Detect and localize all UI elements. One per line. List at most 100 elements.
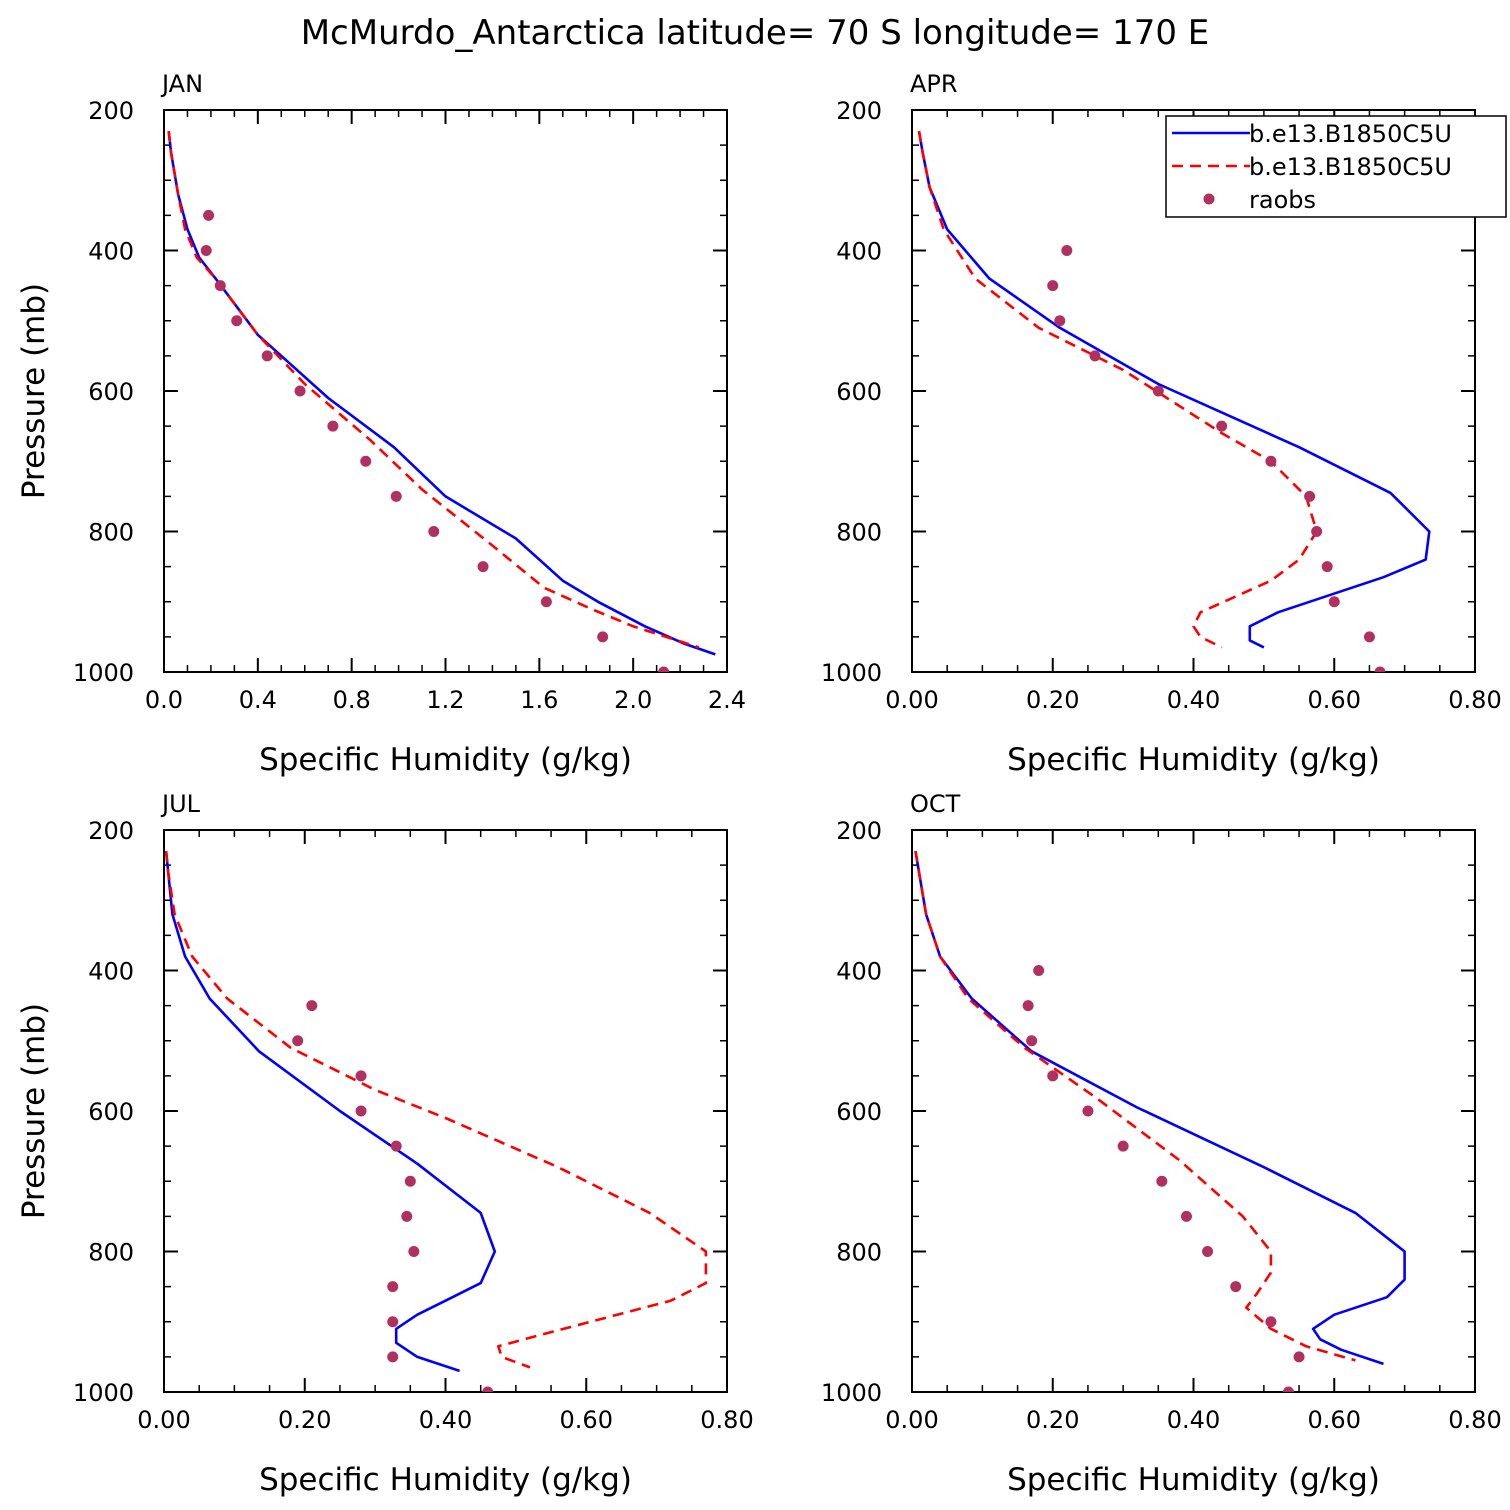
plot-frame — [163, 829, 728, 1393]
raobs-point — [1304, 490, 1316, 502]
x-axis-label: Specific Humidity (g/kg) — [1007, 1462, 1380, 1498]
y-tick-label: 400 — [88, 238, 134, 266]
raobs-point — [1230, 1281, 1242, 1293]
x-tick-label: 0.20 — [1026, 1406, 1079, 1434]
raobs-point — [355, 1070, 367, 1082]
raobs-point — [261, 350, 273, 362]
y-tick-label: 400 — [88, 958, 134, 986]
series-line-solid — [914, 850, 1406, 1366]
x-tick-label: 0.00 — [137, 1406, 190, 1434]
raobs-point — [327, 420, 339, 432]
x-tick-label: 0.20 — [278, 1406, 331, 1434]
y-tick-label: 1000 — [821, 659, 882, 687]
series-line-dashed — [164, 850, 708, 1369]
raobs-point — [658, 666, 670, 672]
series-line-dashed — [914, 850, 1356, 1362]
raobs-point — [1047, 1070, 1059, 1082]
x-axis-label: Specific Humidity (g/kg) — [1007, 742, 1380, 778]
raobs-point — [428, 526, 440, 537]
raobs-point — [477, 561, 489, 573]
legend-label: b.e13.B1850C5U — [1249, 120, 1452, 148]
x-tick-label: 2.4 — [708, 686, 746, 714]
x-tick-label: 0.80 — [1448, 1406, 1501, 1434]
series-line-dashed — [167, 130, 700, 649]
raobs-point — [1152, 385, 1164, 397]
raobs-point — [214, 280, 226, 292]
x-tick-label: 0.40 — [1167, 686, 1220, 714]
y-tick-label: 200 — [836, 817, 882, 845]
raobs-point — [1117, 1140, 1129, 1152]
raobs-point — [1054, 315, 1066, 327]
raobs-point — [1061, 245, 1073, 256]
x-axis-label: Specific Humidity (g/kg) — [259, 1462, 632, 1498]
raobs-point — [355, 1105, 367, 1117]
y-tick-label: 200 — [88, 97, 134, 125]
raobs-point — [203, 209, 215, 221]
y-tick-label: 200 — [836, 97, 882, 125]
plot-frame — [911, 829, 1476, 1393]
raobs-point — [294, 385, 306, 397]
y-tick-label: 1000 — [821, 1379, 882, 1407]
plot-frame — [163, 109, 728, 673]
x-tick-label: 0.4 — [239, 686, 277, 714]
raobs-point — [387, 1351, 399, 1363]
raobs-point — [387, 1316, 399, 1328]
x-tick-label: 0.40 — [419, 1406, 472, 1434]
y-axis-label: Pressure (mb) — [16, 1003, 52, 1219]
panel-label: JAN — [160, 70, 203, 98]
series-line-solid — [917, 130, 1431, 649]
y-tick-label: 1000 — [73, 1379, 134, 1407]
raobs-point — [1363, 631, 1375, 643]
panel-oct: OCT 0.00 0.20 0.40 0.60 0.80 200 400 600 800 1000 S… — [821, 790, 1502, 1498]
raobs-point — [1082, 1105, 1094, 1117]
x-tick-label: 0.0 — [145, 686, 183, 714]
x-tick-label: 1.6 — [520, 686, 558, 714]
raobs-point — [292, 1035, 304, 1047]
x-tick-label: 0.40 — [1167, 1406, 1220, 1434]
raobs-point — [1026, 1035, 1038, 1047]
x-tick-label: 0.8 — [333, 686, 371, 714]
legend: b.e13.B1850C5U b.e13.B1850C5U raobs — [1165, 115, 1507, 218]
raobs-point — [1033, 965, 1045, 976]
x-tick-label: 0.00 — [885, 686, 938, 714]
raobs-point — [1321, 561, 1333, 573]
raobs-point — [1202, 1246, 1214, 1257]
panel-label: JUL — [160, 790, 201, 818]
panels: JAN 0.0 0.4 0.8 1.2 1.6 2.0 2.4 200 400 600 800 1000… — [16, 70, 1502, 1498]
raobs-point — [390, 1140, 402, 1152]
raobs-point — [404, 1175, 416, 1187]
series-line-solid — [164, 850, 497, 1373]
raobs-point — [1311, 526, 1323, 537]
raobs-point — [540, 596, 552, 608]
x-tick-label: 0.00 — [885, 1406, 938, 1434]
panel-apr: APR 0.00 0.20 0.40 0.60 0.80 200 400 600 800 1000 S… — [821, 70, 1502, 778]
series-raobs — [292, 1000, 494, 1392]
x-tick-label: 0.60 — [560, 1406, 613, 1434]
raobs-point — [408, 1246, 420, 1257]
raobs-point — [231, 315, 243, 327]
panel-jan: JAN 0.0 0.4 0.8 1.2 1.6 2.0 2.4 200 400 600 800 1000… — [16, 70, 746, 778]
x-tick-label: 2.0 — [614, 686, 652, 714]
raobs-point — [1265, 455, 1277, 467]
y-tick-label: 600 — [88, 1098, 134, 1126]
panel-label: APR — [910, 70, 958, 98]
legend-label: raobs — [1249, 186, 1316, 214]
panel-label: OCT — [910, 790, 961, 818]
x-tick-label: 0.60 — [1308, 1406, 1361, 1434]
y-tick-label: 800 — [88, 519, 134, 547]
legend-marker — [1203, 193, 1215, 205]
series-line-solid — [167, 130, 716, 656]
raobs-point — [387, 1281, 399, 1293]
legend-label: b.e13.B1850C5U — [1249, 153, 1452, 181]
raobs-point — [1180, 1210, 1192, 1222]
x-tick-label: 0.60 — [1308, 686, 1361, 714]
y-tick-label: 600 — [88, 378, 134, 406]
raobs-point — [1047, 280, 1059, 292]
y-tick-label: 400 — [836, 238, 882, 266]
y-tick-label: 600 — [836, 378, 882, 406]
raobs-point — [200, 245, 212, 256]
raobs-point — [401, 1210, 413, 1222]
raobs-point — [1293, 1351, 1305, 1363]
x-tick-label: 0.20 — [1026, 686, 1079, 714]
